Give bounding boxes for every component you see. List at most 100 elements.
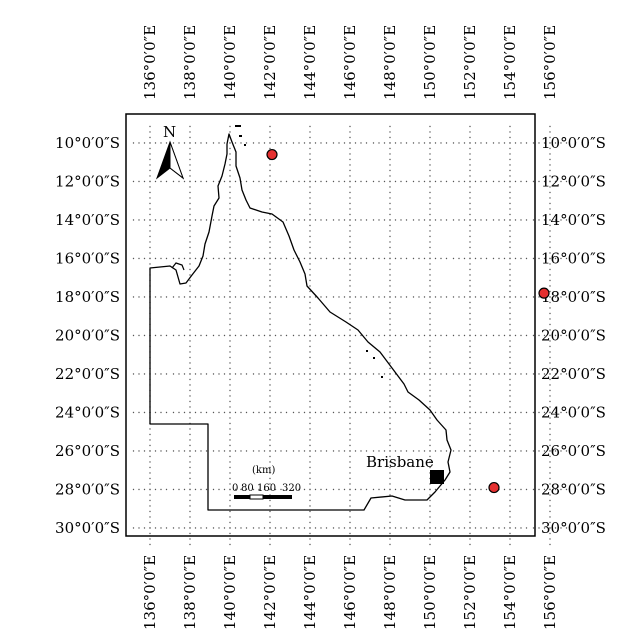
grid-dot xyxy=(532,334,535,337)
grid-dot xyxy=(469,318,471,320)
grid-dot xyxy=(458,180,460,183)
grid-dot xyxy=(349,268,351,271)
grid-dot xyxy=(532,296,535,298)
grid-dot xyxy=(434,334,437,337)
grid-dot xyxy=(434,296,437,298)
grid-dot xyxy=(520,142,522,144)
grid-dot xyxy=(269,433,271,436)
grid-dot xyxy=(549,521,551,524)
grid-dot xyxy=(229,466,231,469)
grid-dot xyxy=(509,406,511,408)
grid-dot xyxy=(349,296,351,298)
grid-dot xyxy=(269,439,271,441)
grid-dot xyxy=(463,296,466,298)
grid-dot xyxy=(338,257,340,260)
grid-dot xyxy=(332,488,335,491)
grid-dot xyxy=(252,296,255,298)
grid-dot xyxy=(165,142,168,144)
grid-dot xyxy=(509,334,511,337)
grid-dot xyxy=(172,373,175,375)
grid-dot xyxy=(200,142,202,144)
grid-dot xyxy=(218,411,220,414)
grid-dot xyxy=(325,373,328,375)
grid-dot xyxy=(349,246,351,249)
grid-dot xyxy=(520,180,522,183)
grid-dot xyxy=(554,257,557,260)
grid-dot xyxy=(389,153,391,155)
top-lon-label: 156°0′0″E xyxy=(541,25,559,100)
grid-dot xyxy=(538,334,540,337)
grid-dot xyxy=(405,488,408,491)
grid-dot xyxy=(429,202,431,205)
grid-dot xyxy=(314,219,317,221)
grid-dot xyxy=(149,257,151,260)
grid-dot xyxy=(263,142,266,144)
grid-dot xyxy=(160,142,162,144)
grid-dot xyxy=(509,312,511,315)
grid-dot xyxy=(565,411,568,414)
grid-dot xyxy=(554,142,557,144)
grid-dot xyxy=(229,367,231,370)
grid-dot xyxy=(269,532,271,535)
grid-dot xyxy=(360,219,362,221)
grid-dot xyxy=(434,527,437,529)
grid-dot xyxy=(469,252,471,254)
grid-dot xyxy=(303,450,306,452)
grid-dot xyxy=(194,142,197,144)
grid-dot xyxy=(332,142,335,144)
grid-dot xyxy=(429,433,431,436)
grid-dot xyxy=(212,527,215,529)
grid-dot xyxy=(429,406,431,408)
grid-dot xyxy=(269,219,271,221)
grid-dot xyxy=(332,257,335,260)
grid-dot xyxy=(394,219,397,221)
grid-dot xyxy=(309,422,311,425)
grid-dot xyxy=(458,296,460,298)
grid-dot xyxy=(429,422,431,425)
grid-dot xyxy=(189,268,191,271)
grid-dot xyxy=(245,411,248,414)
top-lon-label: 140°0′0″E xyxy=(221,25,239,100)
grid-dot xyxy=(445,257,448,260)
grid-dot xyxy=(509,208,511,210)
grid-dot xyxy=(469,527,471,529)
grid-dot xyxy=(423,488,426,491)
grid-dot xyxy=(474,180,477,183)
grid-dot xyxy=(429,191,431,194)
bottom-lon-label: 144°0′0″E xyxy=(301,555,319,630)
gulf-coast-detail xyxy=(171,262,185,271)
grid-dot xyxy=(218,527,220,529)
grid-dot xyxy=(429,532,431,535)
grid-dot xyxy=(212,373,215,375)
grid-dot xyxy=(538,488,540,491)
grid-dot xyxy=(549,296,551,298)
grid-dot xyxy=(469,274,471,276)
grid-dot xyxy=(458,527,460,529)
grid-dot xyxy=(509,433,511,436)
grid-dot xyxy=(205,373,208,375)
grid-dot xyxy=(549,362,551,364)
grid-dot xyxy=(429,417,431,419)
grid-dot xyxy=(269,466,271,469)
grid-dot xyxy=(154,450,157,452)
grid-dot xyxy=(349,191,351,194)
grid-dot xyxy=(349,516,351,518)
grid-dot xyxy=(549,538,551,540)
grid-dot xyxy=(189,389,191,392)
top-lon-label: 152°0′0″E xyxy=(461,25,479,100)
grid-dot xyxy=(554,527,557,529)
grid-dot xyxy=(303,334,306,337)
grid-dot xyxy=(189,439,191,441)
grid-dot xyxy=(183,334,186,337)
grid-dot xyxy=(492,411,495,414)
grid-dot xyxy=(343,488,346,491)
grid-dot xyxy=(549,455,551,458)
grid-dot xyxy=(349,334,351,337)
grid-dot xyxy=(189,532,191,535)
grid-dot xyxy=(138,296,140,298)
grid-dot xyxy=(532,219,535,221)
grid-dot xyxy=(172,180,175,183)
grid-dot xyxy=(269,411,271,414)
grid-dot xyxy=(309,466,311,469)
grid-dot xyxy=(549,125,551,128)
